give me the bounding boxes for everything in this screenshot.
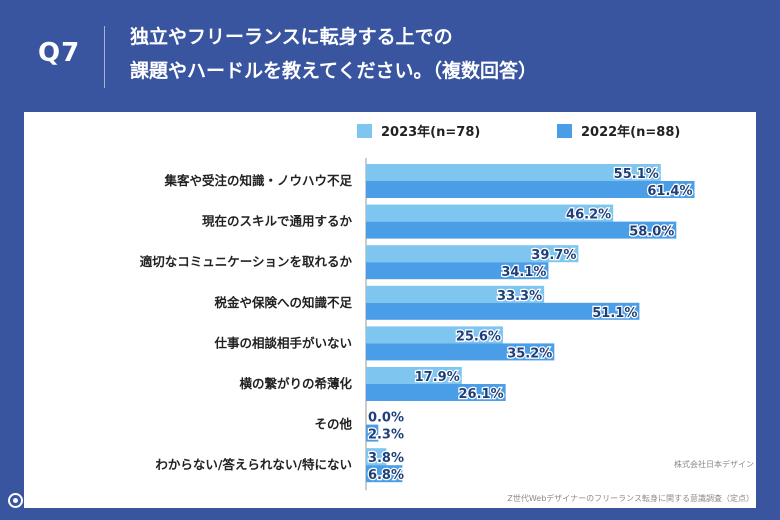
legend-swatch xyxy=(557,124,572,138)
category-label: 仕事の相談相手がいない xyxy=(213,335,352,350)
data-label: 3.8% xyxy=(368,451,404,466)
data-label: 39.7% xyxy=(531,248,576,263)
data-label: 26.1% xyxy=(459,387,504,402)
data-label: 58.0% xyxy=(629,225,674,240)
page-title: 独立やフリーランスに転身する上での 課題やハードルを教えてください。（複数回答） xyxy=(130,20,537,88)
bar xyxy=(366,245,579,263)
data-label: 46.2% xyxy=(566,208,611,223)
bar xyxy=(366,164,661,181)
data-label: 2.3% xyxy=(368,428,404,443)
bar xyxy=(366,221,677,239)
data-label: 51.1% xyxy=(592,306,637,321)
brand-logo: リサピー xyxy=(8,490,83,510)
legend-label: 2022年(n=88) xyxy=(581,124,680,140)
bar xyxy=(366,204,614,222)
category-label: 横の繋がりの希薄化 xyxy=(239,376,352,391)
title-line-1: 独立やフリーランスに転身する上での xyxy=(130,26,453,48)
bar xyxy=(366,302,640,320)
category-label: 税金や保険への知識不足 xyxy=(214,295,352,310)
title-line-2: 課題やハードルを教えてください。（複数回答） xyxy=(130,60,537,82)
category-label: その他 xyxy=(314,417,352,432)
bar xyxy=(366,326,503,344)
bar xyxy=(366,367,462,384)
category-label: 適切なコミュニケーションを取れるか xyxy=(140,254,353,269)
bar xyxy=(366,465,403,483)
bar xyxy=(366,448,387,466)
brand-name: リサピー xyxy=(27,493,83,509)
header-divider xyxy=(104,26,105,88)
bar xyxy=(366,384,506,401)
data-label: 17.9% xyxy=(415,370,460,385)
credit-company: 株式会社日本デザイン xyxy=(674,460,754,469)
legend-label: 2023年(n=78) xyxy=(381,124,480,140)
data-label: 0.0% xyxy=(368,411,404,426)
data-label: 33.3% xyxy=(497,289,542,304)
data-label: 35.2% xyxy=(507,346,552,361)
bar xyxy=(366,285,545,303)
data-label: 55.1% xyxy=(614,167,659,182)
category-label: 集客や受注の知識・ノウハウ不足 xyxy=(163,173,352,188)
bar xyxy=(366,262,549,280)
question-number: Q7 xyxy=(38,38,81,68)
credit-survey: Z世代Webデザイナーのフリーランス転身に関する意識調査（定点） xyxy=(507,494,754,503)
data-label: 61.4% xyxy=(647,184,692,199)
category-label: わからない/答えられない/特にない xyxy=(155,457,352,472)
legend-swatch xyxy=(357,124,372,138)
data-label: 34.1% xyxy=(501,265,546,280)
data-label: 6.8% xyxy=(368,468,404,483)
bar xyxy=(366,424,379,442)
data-label: 25.6% xyxy=(456,329,501,344)
bar xyxy=(366,181,695,198)
bar xyxy=(366,343,555,361)
category-label: 現在のスキルで通用するか xyxy=(202,214,353,229)
header: Q7 独立やフリーランスに転身する上での 課題やハードルを教えてください。（複数… xyxy=(0,0,780,112)
pin-icon xyxy=(8,492,23,508)
